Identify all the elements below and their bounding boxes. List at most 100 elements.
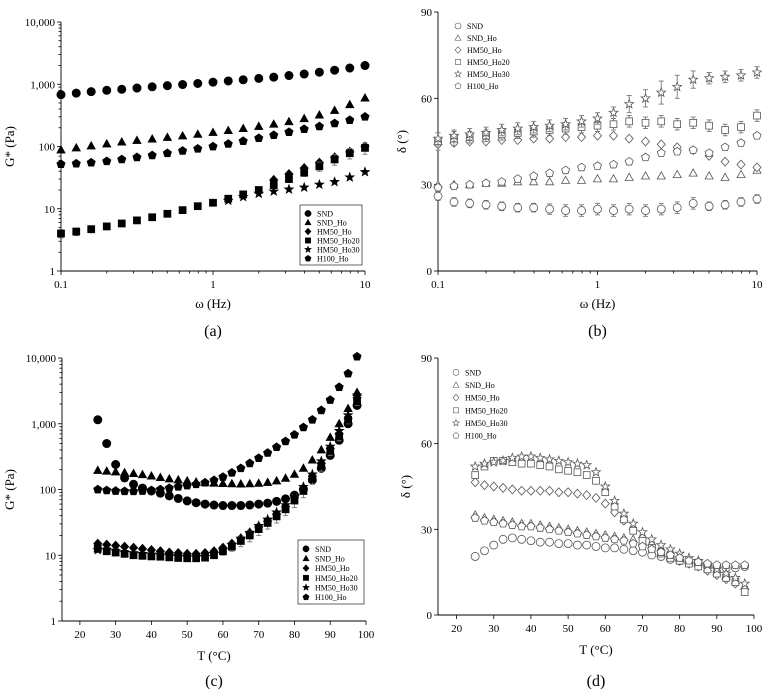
y-tick-label: 1 <box>50 266 56 278</box>
data-point-SND <box>582 540 592 550</box>
data-point-HM50_Ho30 <box>590 466 602 477</box>
data-point-H100_Ho <box>572 528 582 538</box>
data-point-H100_Ho <box>752 131 762 140</box>
y-tick-label: 10,000 <box>26 353 57 365</box>
data-point-HM50_Ho30 <box>351 389 363 401</box>
data-point-SND <box>672 203 682 213</box>
data-point-HM50_Ho <box>513 135 523 146</box>
legend-label: HM50_Ho30 <box>467 70 510 79</box>
data-point-SND_Ho <box>132 135 142 144</box>
data-point-H100_Ho <box>703 558 712 568</box>
data-point-HM50_Ho20 <box>629 526 637 535</box>
data-point-HM50_Ho20 <box>178 206 187 215</box>
data-point-HM50_Ho30 <box>720 567 732 579</box>
data-point-HM50_Ho20 <box>300 168 309 177</box>
data-point-H100_Ho <box>343 368 353 378</box>
data-point-SND_Ho <box>672 169 682 178</box>
y-tick-label: 90 <box>421 7 433 19</box>
data-point-HM50_Ho30 <box>751 66 763 78</box>
data-point-H100_Ho <box>245 458 255 468</box>
data-point-H100_Ho <box>433 182 443 192</box>
data-point-SND_Ho <box>146 471 157 480</box>
data-point-SND <box>704 201 714 211</box>
data-point-H100_Ho <box>465 179 475 189</box>
data-point-HM50_Ho30 <box>226 538 238 550</box>
y-axis-label: δ (°) <box>398 475 413 498</box>
data-point-HM50_Ho30 <box>618 507 630 519</box>
data-point-HM50_Ho <box>591 492 601 503</box>
data-point-HM50_Ho20 <box>657 117 666 126</box>
data-point-SND <box>117 84 127 94</box>
data-point-H100_Ho <box>498 518 508 528</box>
data-point-H100_Ho <box>545 168 555 177</box>
data-point-SND <box>223 76 233 86</box>
data-point-SND_Ho <box>576 175 587 184</box>
data-point-SND <box>624 204 634 214</box>
data-point-H100_Ho <box>86 157 96 167</box>
data-point-H100_Ho <box>545 524 554 534</box>
data-point-HM50_Ho30 <box>119 546 131 558</box>
data-point-SND_Ho <box>155 472 166 481</box>
data-point-HM50_Ho30 <box>592 112 603 124</box>
x-axis-label: T (°C) <box>197 648 230 663</box>
data-point-HM50_Ho30 <box>608 106 619 118</box>
data-point-HM50_Ho <box>470 477 480 488</box>
legend-label: HM50_Ho30 <box>315 584 358 593</box>
data-point-HM50_Ho30 <box>735 69 747 80</box>
y-tick-label: 60 <box>421 439 433 451</box>
data-point-SND_Ho <box>193 129 203 138</box>
data-point-SND <box>263 498 273 508</box>
data-point-H100_Ho <box>740 560 750 569</box>
legend-marker-SND_Ho <box>452 381 460 388</box>
data-point-HM50_Ho20 <box>753 111 761 120</box>
data-point-SND <box>489 540 499 550</box>
legend-label: HM50_Ho20 <box>315 574 358 583</box>
legend: SNDSND_HoHM50_HoHM50_Ho20HM50_Ho30H100_H… <box>297 539 365 605</box>
data-point-SND <box>545 204 555 214</box>
data-point-HM50_Ho30 <box>581 459 593 470</box>
data-point-H100_Ho <box>624 156 634 166</box>
data-point-SND <box>200 499 210 509</box>
data-point-H100_Ho <box>111 486 121 495</box>
y-tick-label: 10,000 <box>25 17 56 29</box>
data-point-H100_Ho <box>721 560 731 569</box>
data-point-SND_Ho <box>329 105 340 114</box>
x-tick-label: 50 <box>563 623 575 635</box>
x-tick-label: 100 <box>746 623 763 635</box>
data-point-H100_Ho <box>563 527 573 536</box>
data-point-SND <box>284 71 294 81</box>
x-tick-label: 30 <box>110 629 122 641</box>
x-tick-label: 70 <box>253 629 265 641</box>
data-point-SND <box>720 200 730 210</box>
data-point-H100_Ho <box>672 146 682 156</box>
data-point-HM50_Ho30 <box>101 544 113 555</box>
data-point-SND_Ho <box>262 477 273 486</box>
data-point-SND <box>238 75 248 85</box>
data-point-HM50_Ho20 <box>209 198 217 207</box>
data-point-HM50_Ho30 <box>609 495 621 506</box>
series-H100_Ho <box>433 131 762 192</box>
data-point-H100_Ho <box>577 162 586 172</box>
data-point-HM50_Ho <box>479 480 490 491</box>
legend-label: SND_Ho <box>465 381 495 390</box>
data-point-HM50_Ho30 <box>553 455 565 466</box>
data-point-HM50_Ho20 <box>592 476 600 485</box>
data-point-SND_Ho <box>314 110 325 119</box>
data-point-HM50_Ho30 <box>469 460 481 472</box>
data-point-SND <box>688 198 698 208</box>
data-point-H100_Ho <box>582 530 592 539</box>
data-point-HM50_Ho20 <box>641 118 650 127</box>
data-point-H100_Ho <box>345 115 355 125</box>
data-point-HM50_Ho30 <box>208 548 220 559</box>
data-point-H100_Ho <box>517 521 527 531</box>
data-point-SND_Ho <box>560 175 571 184</box>
series-H100_Ho <box>56 112 370 169</box>
y-tick-label: 0 <box>427 610 433 622</box>
data-point-HM50_Ho <box>498 482 508 493</box>
data-point-SND <box>573 540 582 550</box>
data-point-HM50_Ho30 <box>528 121 540 132</box>
data-point-SND <box>600 543 610 553</box>
data-point-HM50_Ho20 <box>555 465 563 474</box>
data-point-H100_Ho <box>720 142 730 152</box>
data-point-H100_Ho <box>263 448 273 457</box>
